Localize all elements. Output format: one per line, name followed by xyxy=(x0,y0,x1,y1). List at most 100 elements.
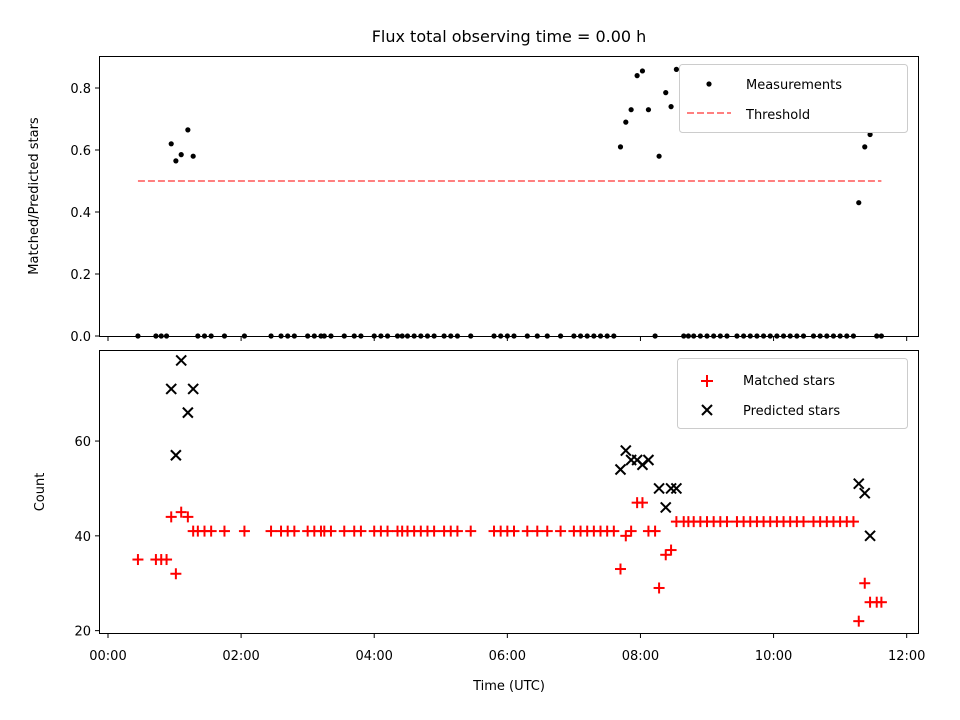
predicted-star-point xyxy=(175,354,187,367)
measurement-point xyxy=(617,144,624,150)
predicted-star-point xyxy=(165,383,177,395)
measurement-point xyxy=(628,107,634,113)
top-y-tick-label: 0.6 xyxy=(70,144,91,159)
predicted-star-point xyxy=(620,444,632,457)
matched-star-point xyxy=(620,530,632,542)
predicted-star-point xyxy=(614,463,627,476)
matched-star-point xyxy=(660,549,672,561)
bottom-legend: Matched stars Predicted stars xyxy=(677,358,908,429)
top-y-tick-label: 0.2 xyxy=(70,268,91,283)
matched-star-point xyxy=(875,596,887,608)
measurement-point xyxy=(668,104,674,110)
measurement-point xyxy=(168,141,174,147)
bottom-panel: 20 40 60 00:00 02:00 04:00 06:00 08:00 10:00 12:… xyxy=(33,350,925,694)
legend-measurements-marker xyxy=(706,81,712,87)
predicted-star-point xyxy=(187,383,199,395)
matched-star-point xyxy=(847,516,859,528)
matched-star-point xyxy=(170,568,182,580)
x-tick-label: 00:00 xyxy=(89,649,126,664)
bottom-y-tick-label: 40 xyxy=(74,530,91,545)
matched-star-point xyxy=(853,615,865,627)
matched-star-point xyxy=(555,525,567,537)
predicted-star-point xyxy=(170,449,182,461)
measurement-point xyxy=(645,107,652,113)
matched-star-point xyxy=(653,582,665,594)
measurement-point xyxy=(178,152,184,158)
matched-stars-points xyxy=(132,497,887,627)
matched-star-point xyxy=(205,525,217,537)
legend-measurements-label: Measurements xyxy=(746,78,842,93)
x-tick-label: 04:00 xyxy=(355,649,392,664)
matched-star-point xyxy=(531,525,543,537)
matched-star-point xyxy=(288,525,300,537)
measurement-point xyxy=(623,119,629,125)
matched-star-point xyxy=(428,525,440,537)
matched-star-point xyxy=(182,511,194,523)
predicted-star-point xyxy=(182,406,194,419)
measurement-point xyxy=(862,144,868,150)
top-y-axis-label: Matched/Predicted stars xyxy=(27,117,42,275)
bottom-y-axis-label: Count xyxy=(33,473,48,512)
matched-star-point xyxy=(625,525,637,537)
matched-star-point xyxy=(508,525,520,537)
matched-star-point xyxy=(218,525,230,537)
matched-star-point xyxy=(265,525,277,537)
top-legend-box xyxy=(679,64,908,133)
matched-star-point xyxy=(175,506,187,518)
predicted-star-point xyxy=(642,454,655,466)
top-panel: 0.00.20.40.60.8 Matched/Predicted stars … xyxy=(27,56,919,345)
predicted-stars-points xyxy=(165,354,876,542)
matched-star-point xyxy=(451,525,463,537)
x-tick-label: 06:00 xyxy=(489,649,526,664)
matched-star-point xyxy=(338,525,350,537)
bottom-x-ticks: 00:00 02:00 04:00 06:00 08:00 10:00 12:00 xyxy=(89,633,925,664)
matched-star-point xyxy=(859,577,871,589)
x-tick-label: 02:00 xyxy=(222,649,259,664)
matched-star-point xyxy=(614,563,626,575)
predicted-star-point xyxy=(670,482,683,495)
measurement-point xyxy=(867,131,873,138)
top-plot-frame xyxy=(99,56,919,337)
matched-star-point xyxy=(798,516,810,528)
x-tick-label: 12:00 xyxy=(888,649,925,664)
measurement-point xyxy=(639,68,646,74)
predicted-star-point xyxy=(859,487,871,499)
matched-star-point xyxy=(721,516,733,528)
legend-matched-marker xyxy=(701,375,713,387)
measurement-point xyxy=(173,158,179,164)
matched-star-point xyxy=(608,525,620,537)
legend-predicted-label: Predicted stars xyxy=(743,404,840,419)
matched-star-point xyxy=(355,525,367,537)
bottom-plot-frame xyxy=(99,350,919,634)
matched-star-point xyxy=(132,554,144,566)
matched-star-point xyxy=(382,525,394,537)
x-tick-label: 08:00 xyxy=(622,649,659,664)
top-y-ticks: 0.0 0.2 0.4 0.6 0.8 xyxy=(70,82,100,345)
matched-star-point xyxy=(521,525,533,537)
matched-star-point xyxy=(165,511,177,523)
legend-threshold-label: Threshold xyxy=(745,108,810,123)
measurement-point xyxy=(673,66,679,72)
measurement-point xyxy=(634,73,640,79)
measurement-point xyxy=(856,200,862,206)
bottom-y-tick-label: 60 xyxy=(74,435,91,450)
x-axis-label: Time (UTC) xyxy=(472,679,545,694)
matched-star-point xyxy=(161,554,173,566)
matched-star-point xyxy=(325,525,337,537)
matched-star-point xyxy=(238,525,250,537)
matched-star-point xyxy=(541,525,553,537)
top-x-ticks xyxy=(107,336,908,341)
legend-matched-label: Matched stars xyxy=(743,374,835,389)
predicted-star-point xyxy=(660,501,672,514)
bottom-y-tick-label: 20 xyxy=(74,625,91,640)
matched-star-point xyxy=(636,497,648,509)
predicted-star-point xyxy=(653,482,665,495)
matched-star-point xyxy=(665,544,677,556)
matched-star-point xyxy=(649,525,661,537)
predicted-star-point xyxy=(853,477,865,490)
x-tick-label: 10:00 xyxy=(755,649,792,664)
top-legend: Measurements Threshold xyxy=(679,64,908,133)
predicted-star-point xyxy=(864,530,876,542)
measurement-point xyxy=(185,127,191,133)
